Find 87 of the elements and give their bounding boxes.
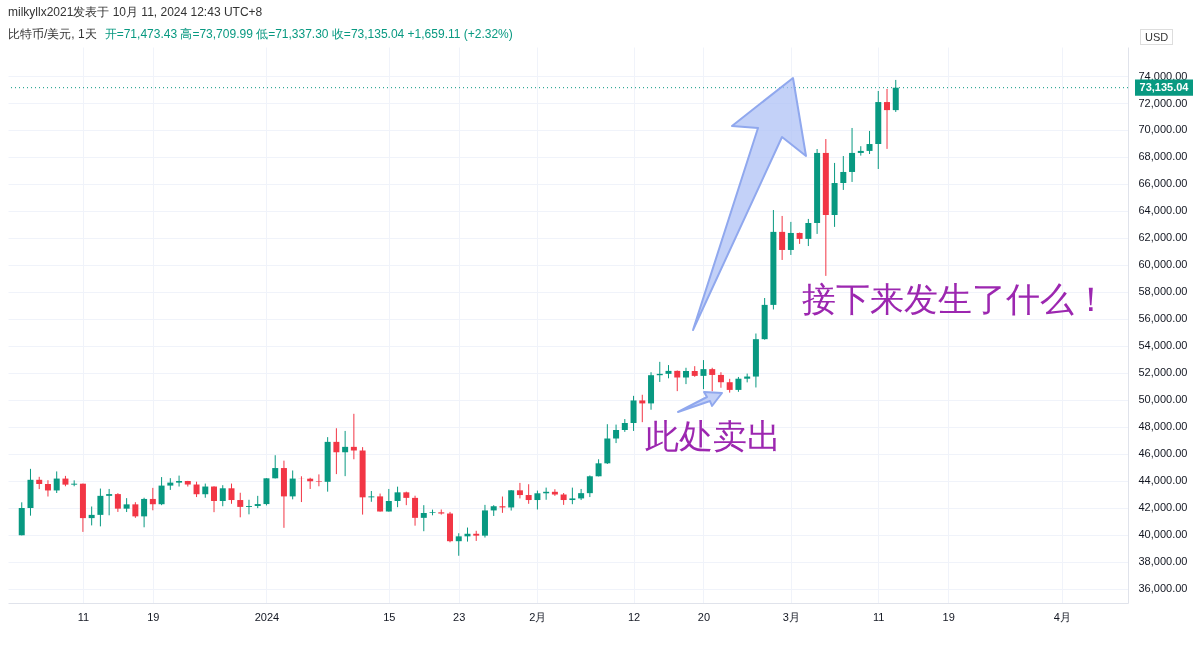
y-tick-label: 44,000.00 (1138, 474, 1188, 487)
candlestick (840, 155, 847, 191)
candlestick (333, 427, 340, 475)
candlestick (700, 359, 707, 390)
annotation: 此处卖出 (645, 417, 781, 456)
candlestick (219, 484, 226, 507)
candlestick (53, 470, 60, 494)
y-tick-label: 72,000.00 (1138, 96, 1188, 109)
x-tick-label: 20 (697, 610, 711, 623)
candlestick (342, 430, 349, 477)
chart-subtitle: 开=71,473.43 高=73,709.99 低=71,337.30 收=73,135.04 +1,659.11 (+2.32%) (104, 27, 513, 41)
y-tick-label: 70,000.00 (1138, 123, 1188, 136)
y-tick-label: 42,000.00 (1138, 501, 1188, 514)
candlestick (674, 369, 681, 392)
annotation: 接下来发生了什么！ (802, 280, 1108, 319)
x-tick-label: 15 (383, 610, 396, 623)
x-tick-label: 2024 (254, 610, 280, 623)
candlestick (228, 483, 235, 505)
x-tick-label: 2月 (529, 610, 547, 623)
candlestick (176, 475, 183, 488)
chart-title: 比特币/美元, 1天 (8, 27, 97, 41)
x-tick-label: 19 (147, 610, 160, 623)
y-tick-label: 74,000.00 (1138, 69, 1188, 82)
candlestick (420, 504, 427, 532)
candlestick (141, 497, 148, 528)
candlestick (717, 371, 724, 389)
x-tick-label: 11 (77, 610, 90, 623)
y-tick-label: 46,000.00 (1138, 447, 1188, 460)
candlestick (455, 532, 462, 557)
candlestick (639, 394, 646, 423)
candlestick (709, 367, 716, 392)
x-tick-label: 23 (453, 610, 466, 623)
candlestick (534, 490, 541, 510)
candlestick (237, 492, 244, 518)
candlestick (315, 473, 322, 487)
y-tick-label: 60,000.00 (1138, 258, 1188, 271)
candlestick (97, 488, 104, 527)
y-tick-label: 58,000.00 (1138, 285, 1188, 298)
y-tick-label: 52,000.00 (1138, 366, 1188, 379)
x-tick-label: 4月 (1053, 610, 1071, 623)
y-tick-label: 36,000.00 (1138, 582, 1188, 595)
y-tick-label: 38,000.00 (1138, 555, 1188, 568)
candlestick (578, 488, 585, 501)
candlestick (516, 482, 523, 499)
y-tick-label: 40,000.00 (1138, 528, 1188, 541)
y-tick-label: 54,000.00 (1138, 339, 1188, 352)
candlestick (368, 490, 375, 503)
ref-line-label: 73,135.04 (1139, 80, 1190, 93)
candlestick (106, 488, 113, 516)
candlestick (114, 492, 121, 513)
candlestick (849, 127, 856, 183)
y-tick-label: 64,000.00 (1138, 204, 1188, 217)
candlestick (211, 485, 218, 513)
candlestick (158, 476, 165, 506)
candlestick (394, 486, 401, 508)
y-tick-label: 48,000.00 (1138, 420, 1188, 433)
candlestick (350, 413, 357, 460)
x-tick-label: 3月 (782, 610, 800, 623)
candlestick (866, 130, 873, 155)
y-axis-title: USD (1140, 29, 1174, 45)
candlestick (44, 479, 51, 498)
y-tick-label: 68,000.00 (1138, 150, 1188, 163)
y-tick-label: 50,000.00 (1138, 393, 1188, 406)
candlestick (779, 215, 786, 261)
candlestick (385, 488, 392, 513)
y-tick-label: 56,000.00 (1138, 312, 1188, 325)
candlestick (613, 424, 620, 444)
text: milkyllx2021发表于 10月 11, 2024 12:43 UTC+8 (8, 4, 263, 21)
candlestick (787, 221, 794, 256)
candlestick (805, 218, 812, 247)
x-tick-label: 12 (627, 610, 641, 623)
candlestick (149, 487, 156, 511)
candlestick (245, 499, 252, 515)
candlestick (289, 469, 296, 500)
candlestick (88, 506, 95, 526)
candlestick (525, 483, 532, 505)
candlestick (412, 495, 419, 527)
x-tick-label: 19 (942, 610, 955, 623)
candlestick (377, 493, 384, 513)
candlestick (884, 88, 891, 150)
candlestick (682, 367, 689, 385)
candlestick (508, 489, 515, 512)
candlestick (586, 474, 593, 498)
x-tick-label: 11 (873, 610, 885, 623)
y-tick-label: 62,000.00 (1138, 231, 1188, 244)
y-tick-label: 66,000.00 (1138, 177, 1188, 190)
candlestick (630, 395, 637, 432)
